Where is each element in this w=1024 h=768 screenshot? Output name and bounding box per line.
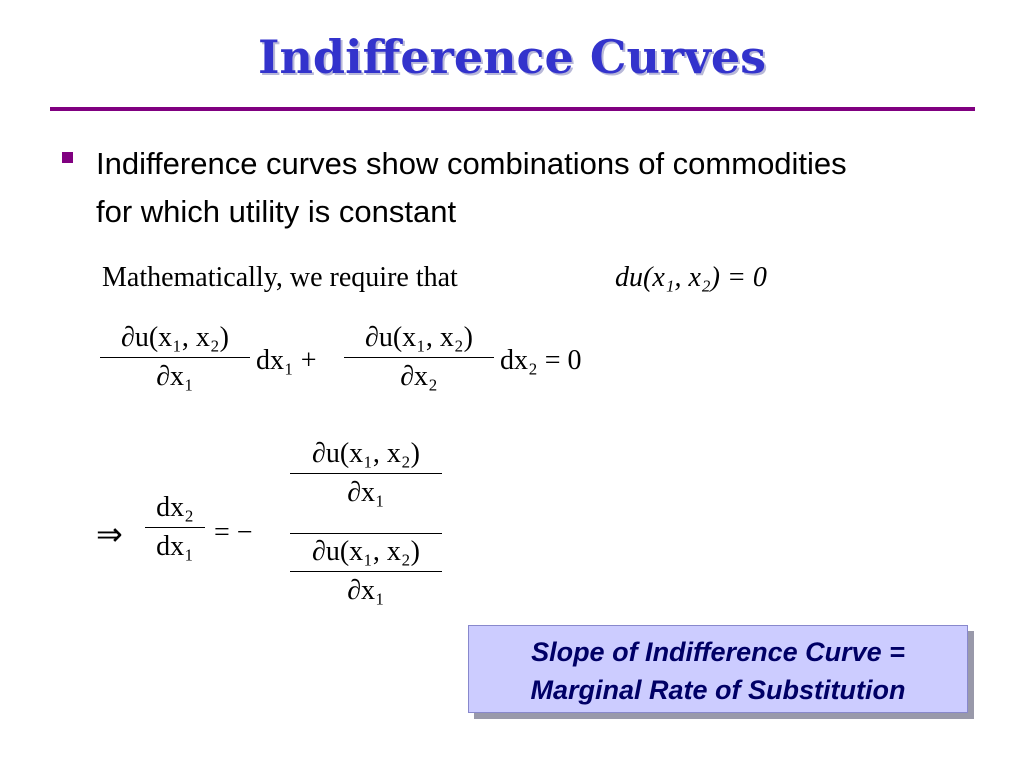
denominator: ∂x₁ bbox=[347, 477, 385, 508]
fraction-bar bbox=[290, 571, 442, 572]
denominator: ∂x₂ bbox=[400, 361, 438, 392]
numerator: ∂u(x₁, x₂) bbox=[120, 322, 229, 353]
denominator: ∂x₁ bbox=[347, 575, 385, 606]
numerator: ∂u(x₁, x₂) bbox=[311, 536, 420, 567]
main-fraction-bar bbox=[290, 533, 442, 534]
equation-expr: du(x₁, x₂) = 0 bbox=[615, 262, 767, 293]
fraction: ∂u(x₁, x₂) ∂x₂ bbox=[344, 322, 494, 393]
denominator: dx₁ bbox=[156, 531, 194, 562]
term: dx₁ + bbox=[256, 345, 317, 376]
fraction-bar bbox=[100, 357, 250, 358]
fraction: ∂u(x₁, x₂) ∂x₁ bbox=[290, 438, 442, 509]
callout-line: Slope of Indifference Curve = bbox=[531, 637, 905, 667]
numerator: ∂u(x₁, x₂) bbox=[364, 322, 473, 353]
equation-text: Mathematically, we require that bbox=[102, 262, 458, 293]
bullet-text: Indifference curves show combinations of… bbox=[96, 146, 847, 229]
fraction: dx₂ dx₁ bbox=[145, 492, 205, 563]
slide-title: Indifference Curves bbox=[257, 30, 767, 84]
fraction-bar bbox=[344, 357, 494, 358]
fraction-bar bbox=[290, 473, 442, 474]
fraction: ∂u(x₁, x₂) ∂x₁ bbox=[100, 322, 250, 393]
bullet-marker bbox=[62, 152, 73, 163]
fraction-bar bbox=[145, 527, 205, 528]
term: dx₂ = 0 bbox=[500, 345, 582, 376]
title-rule bbox=[50, 107, 975, 111]
fraction: ∂u(x₁, x₂) ∂x₁ bbox=[290, 536, 442, 607]
numerator: ∂u(x₁, x₂) bbox=[311, 438, 420, 469]
implies: ⇒ bbox=[96, 516, 123, 552]
denominator: ∂x₁ bbox=[156, 361, 194, 392]
callout-box: Slope of Indifference Curve = Marginal R… bbox=[468, 625, 968, 713]
numerator: dx₂ bbox=[156, 492, 194, 523]
callout-line: Marginal Rate of Substitution bbox=[530, 675, 906, 705]
equals: = − bbox=[214, 517, 253, 548]
